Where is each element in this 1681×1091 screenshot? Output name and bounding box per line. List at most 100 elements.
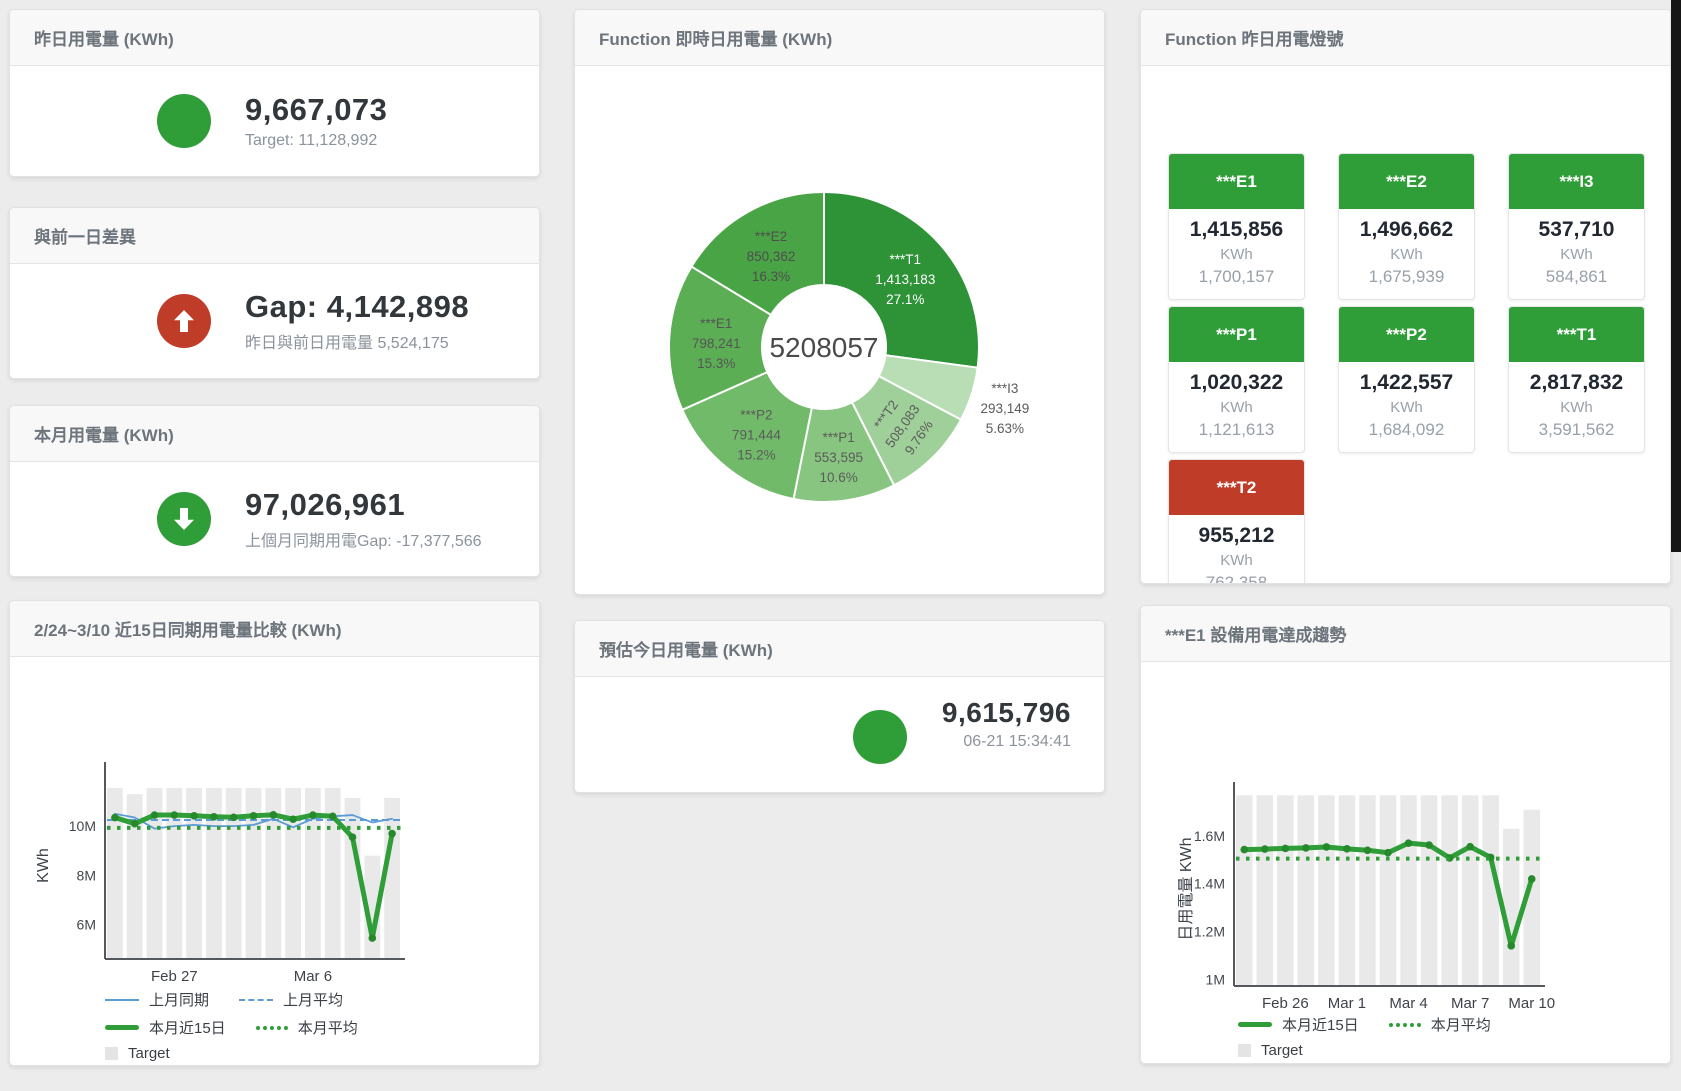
tile-target-value: 762,358 (1205, 573, 1268, 584)
legend-item[interactable]: 上月同期 (105, 989, 209, 1010)
series-marker (150, 811, 159, 819)
compare-chart-area: 6M 8M 10M KWh Feb 27 Mar 6 上月同期 上月平均 本月近15日 本月平均 T… (10, 657, 539, 1065)
donut-slice[interactable] (690, 190, 825, 317)
metric-value: 9,667,073 (245, 92, 388, 128)
metric-timestamp: 06-21 15:34:41 (963, 733, 1071, 751)
donut-slice[interactable] (680, 370, 813, 501)
legend-label: 本月近15日 (149, 1020, 226, 1037)
series-marker (1425, 841, 1433, 849)
tile-name: ***E1 (1169, 154, 1304, 209)
target-bar (126, 794, 143, 959)
target-bar (285, 787, 301, 959)
target-bar (1461, 795, 1479, 986)
legend-item[interactable]: 本月平均 (1388, 1014, 1491, 1035)
card-title: 2/24~3/10 近15日同期用電量比較 (KWh) (34, 621, 342, 640)
legend-row: 上月同期 上月平均 (105, 989, 388, 1010)
card-title: ***E1 設備用電達成趨勢 (1165, 626, 1347, 645)
series-marker (130, 819, 139, 828)
donut-chart-area: ***T1 1,413,183 27.1% ***I3 293,149 5.63% ***T… (575, 66, 1104, 593)
target-bar (324, 787, 341, 959)
chart-legend: 本月近15日 本月平均 Target (1238, 1014, 1521, 1063)
donut-slice-label: ***E1 798,241 15.3% (692, 316, 741, 371)
legend-thick-icon (105, 1025, 139, 1030)
series-marker (1404, 839, 1413, 847)
x-tick-label: Mar 1 (1328, 995, 1366, 1012)
legend-dot-icon (1388, 1022, 1421, 1027)
card-compare-chart: 2/24~3/10 近15日同期用電量比較 (KWh) 6M 8M 10M KWh Fe… (9, 600, 540, 1066)
legend-row: 本月近15日 本月平均 (105, 1017, 388, 1038)
tile-name: ***P1 (1169, 307, 1304, 362)
series-marker (111, 813, 119, 822)
donut-slice-label: ***E2 850,362 16.3% (747, 229, 796, 284)
target-bar (146, 787, 163, 959)
tile-target-value: 584,861 (1545, 267, 1608, 286)
series-marker (348, 833, 357, 842)
target-bar (364, 855, 381, 959)
card-realtime-donut: Function 即時日用電量 (KWh) ***T1 1,413,183 27.1… (574, 9, 1105, 595)
y-axis-title: KWh (35, 848, 52, 883)
legend-item[interactable]: 本月平均 (255, 1017, 358, 1038)
arrow-up-circle-icon (157, 294, 211, 348)
compare15-svg: 6M 8M 10M KWh Feb 27 Mar 6 (35, 762, 405, 985)
legend-thick-icon (1238, 1022, 1272, 1027)
tile-name: ***T2 (1169, 460, 1304, 515)
legend-item[interactable]: 上月平均 (239, 989, 343, 1010)
card-header: ***E1 設備用電達成趨勢 (1141, 606, 1670, 662)
status-tile: ***I3 537,710 KWh 584,861 (1508, 153, 1645, 300)
status-tile: ***T2 955,212 KWh 762,358 (1168, 459, 1305, 584)
series-marker (229, 813, 238, 822)
tile-body: 955,212 KWh 762,358 (1169, 515, 1304, 584)
tile-value: 2,817,832 (1529, 371, 1624, 394)
donut-slice-label: ***P1 553,595 10.6% (814, 430, 863, 485)
target-bar (1297, 795, 1315, 986)
series-marker (1322, 843, 1331, 851)
card-month-usage: 本月用電量 (KWh) 97,026,961 上個月同期用電Gap: -17,3… (9, 405, 540, 577)
tile-unit-label: KWh (1220, 246, 1253, 263)
x-tick-label: Mar 4 (1389, 995, 1427, 1012)
series-marker (1281, 844, 1290, 853)
tile-value: 1,496,662 (1359, 218, 1454, 241)
tile-name: ***P2 (1339, 307, 1474, 362)
series-marker (1343, 845, 1351, 853)
series-marker (1240, 845, 1249, 854)
legend-item[interactable]: 本月近15日 (1238, 1014, 1359, 1035)
series-marker (1466, 842, 1474, 851)
scrollbar[interactable] (1671, 0, 1681, 552)
tile-value: 1,422,557 (1359, 371, 1454, 394)
card-header: 昨日用電量 (KWh) (10, 10, 539, 66)
tile-body: 1,415,856 KWh 1,700,157 (1169, 209, 1304, 299)
y-tick-label: 1.4M (1194, 876, 1225, 892)
tile-target-value: 1,700,157 (1198, 267, 1275, 286)
metric: Gap: 4,142,898 昨日與前日用電量 5,524,175 (245, 289, 469, 353)
legend-dash-icon (239, 998, 274, 1001)
series-marker (210, 812, 218, 821)
tile-name: ***T1 (1509, 307, 1644, 362)
target-bar (1400, 795, 1417, 986)
legend-item[interactable]: Target (1238, 1042, 1303, 1059)
arrow-down-circle-icon (157, 492, 211, 546)
donut-slice[interactable] (668, 265, 773, 412)
series-marker (190, 811, 198, 820)
card-header: 與前一日差異 (10, 208, 539, 264)
legend-label: Target (1261, 1042, 1303, 1059)
target-bar (265, 787, 282, 959)
donut-slice-label: ***I3 293,149 5.63% (980, 381, 1029, 436)
series-marker (269, 811, 278, 819)
legend-item[interactable]: Target (105, 1045, 170, 1062)
tile-target-value: 1,121,613 (1198, 420, 1275, 439)
metric-subtitle: 昨日與前日用電量 5,524,175 (245, 334, 449, 352)
status-tile: ***E2 1,496,662 KWh 1,675,939 (1338, 153, 1475, 300)
donut-slice[interactable] (823, 190, 980, 369)
metric-value: Gap: 4,142,898 (245, 289, 470, 325)
target-bar (1236, 795, 1253, 986)
legend-item[interactable]: 本月近15日 (105, 1017, 226, 1038)
y-axis-title: 日用電量 KWh (1178, 837, 1195, 940)
legend-row: Target (1238, 1042, 1521, 1059)
donut-slice-label: ***T1 1,413,183 27.1% (875, 252, 935, 307)
series-marker (328, 812, 337, 821)
donut-slice-label: ***P2 791,444 15.2% (732, 407, 781, 462)
legend-row: 本月近15日 本月平均 (1238, 1014, 1521, 1035)
card-header: 預估今日用電量 (KWh) (575, 621, 1104, 677)
card-body: 97,026,961 上個月同期用電Gap: -17,377,566 (10, 462, 539, 576)
card-header: Function 即時日用電量 (KWh) (575, 10, 1104, 66)
